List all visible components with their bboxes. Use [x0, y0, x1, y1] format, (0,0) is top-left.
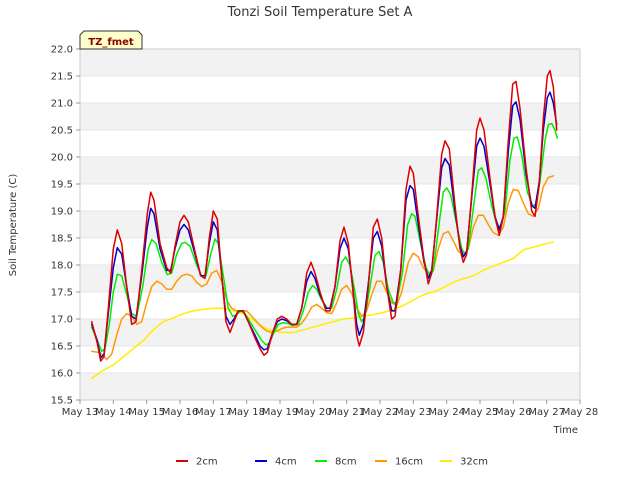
series-lines: [90, 69, 559, 380]
x-tick-label: May 21: [328, 407, 365, 418]
y-tick-label: 21.0: [51, 99, 73, 110]
y-tick-label: 18.5: [51, 234, 73, 245]
y-tick-label: 15.5: [51, 396, 73, 407]
y-tick-label: 17.5: [51, 288, 73, 299]
grid-band: [80, 157, 580, 184]
x-tick-label: May 26: [495, 407, 532, 418]
x-axis-label: Time: [553, 425, 578, 436]
plot-frame: [79, 48, 581, 401]
x-tick-label: May 13: [62, 407, 99, 418]
grid-band: [80, 373, 580, 400]
y-tick-label: 20.5: [51, 126, 73, 137]
x-tick-label: May 14: [95, 407, 132, 418]
legend-label-2cm: 2cm: [196, 457, 218, 468]
legend-label-32cm: 32cm: [460, 457, 488, 468]
legend-label-4cm: 4cm: [275, 457, 297, 468]
annotation-box-shape: [79, 30, 143, 50]
x-tick-label: May 23: [395, 407, 432, 418]
y-tick-label: 19.5: [51, 180, 73, 191]
y-axis: 15.5 16.0 16.5 17.0 17.5 18.0 18.5 19.0 19.5 20.0…: [51, 45, 80, 407]
grid-band: [80, 319, 580, 346]
x-tick-label: May 16: [162, 407, 199, 418]
y-axis-label: Soil Temperature (C): [8, 174, 19, 277]
series-line-8cm: [90, 122, 559, 353]
grid-band: [80, 49, 580, 76]
x-tick-label: May 28: [562, 407, 599, 418]
y-tick-label: 19.0: [51, 207, 73, 218]
x-tick-label: May 27: [528, 407, 565, 418]
grid-band: [80, 265, 580, 292]
y-tick-label: 17.0: [51, 315, 73, 326]
chart-title: Tonzi Soil Temperature Set A: [227, 5, 413, 20]
x-tick-label: May 18: [228, 407, 265, 418]
grid-band: [80, 211, 580, 238]
y-tick-label: 16.5: [51, 342, 73, 353]
annotation-box: TZ_fmet: [79, 30, 143, 50]
x-tick-label: May 19: [262, 407, 299, 418]
y-tick-label: 22.0: [51, 45, 73, 56]
x-tick-label: May 24: [428, 407, 465, 418]
x-tick-label: May 22: [362, 407, 399, 418]
series-line-16cm: [90, 175, 555, 361]
y-tick-label: 16.0: [51, 369, 73, 380]
x-tick-label: May 15: [128, 407, 165, 418]
legend: 2cm 4cm 8cm 16cm 32cm: [176, 457, 488, 468]
plot-area-group: [79, 48, 581, 401]
x-tick-label: May 17: [195, 407, 232, 418]
series-line-2cm: [90, 69, 558, 362]
x-tick-label: May 25: [462, 407, 499, 418]
grid-band: [80, 103, 580, 130]
y-tick-label: 21.5: [51, 72, 73, 83]
grid-bands: [80, 48, 580, 401]
legend-label-16cm: 16cm: [395, 457, 423, 468]
y-tick-label: 18.0: [51, 261, 73, 272]
y-tick-label: 20.0: [51, 153, 73, 164]
x-tick-label: May 20: [295, 407, 332, 418]
annotation-label: TZ_fmet: [88, 37, 134, 48]
series-line-32cm: [90, 241, 555, 380]
legend-label-8cm: 8cm: [335, 457, 357, 468]
